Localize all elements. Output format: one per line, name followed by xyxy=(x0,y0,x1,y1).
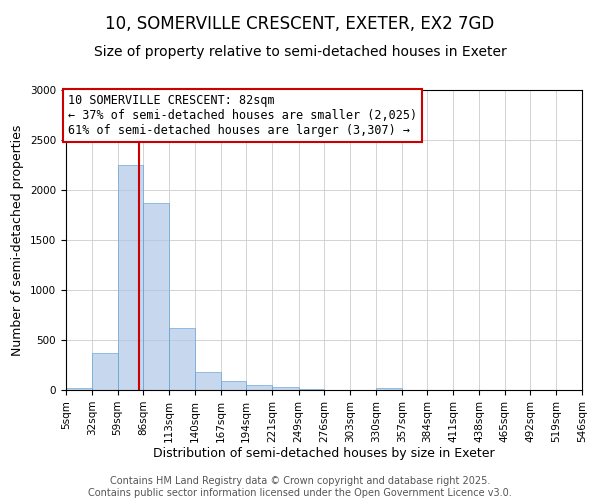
Y-axis label: Number of semi-detached properties: Number of semi-detached properties xyxy=(11,124,25,356)
X-axis label: Distribution of semi-detached houses by size in Exeter: Distribution of semi-detached houses by … xyxy=(153,448,495,460)
Bar xyxy=(221,381,246,390)
Bar xyxy=(376,388,402,390)
Text: 10 SOMERVILLE CRESCENT: 82sqm
← 37% of semi-detached houses are smaller (2,025)
: 10 SOMERVILLE CRESCENT: 82sqm ← 37% of s… xyxy=(68,94,417,137)
Bar xyxy=(246,384,272,390)
Bar xyxy=(143,203,169,390)
Bar xyxy=(195,372,221,390)
Text: 10, SOMERVILLE CRESCENT, EXETER, EX2 7GD: 10, SOMERVILLE CRESCENT, EXETER, EX2 7GD xyxy=(106,15,494,33)
Bar xyxy=(299,388,325,390)
Text: Contains HM Land Registry data © Crown copyright and database right 2025.
Contai: Contains HM Land Registry data © Crown c… xyxy=(88,476,512,498)
Bar xyxy=(92,353,118,390)
Bar xyxy=(118,165,143,390)
Bar xyxy=(66,388,92,390)
Text: Size of property relative to semi-detached houses in Exeter: Size of property relative to semi-detach… xyxy=(94,45,506,59)
Bar xyxy=(169,328,195,390)
Bar xyxy=(272,387,299,390)
